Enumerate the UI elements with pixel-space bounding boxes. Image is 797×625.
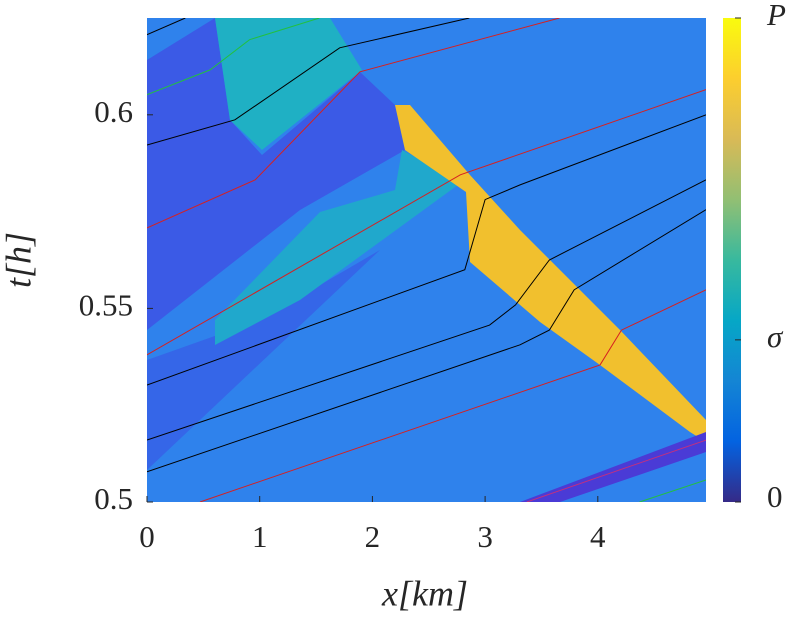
trajectories [147,18,706,502]
colorbar-tick-label: P [766,0,786,32]
trajectory [147,18,470,146]
colorbar-tick-label: 0 [767,479,783,514]
trajectory [147,18,320,96]
x-tick-label: 2 [365,519,381,554]
heatmap-region [215,150,462,345]
x-tick-label: 1 [252,519,268,554]
trajectory [147,18,560,229]
y-tick-label: 0.5 [94,481,133,516]
x-tick-label: 0 [139,519,155,554]
trajectory [147,209,706,473]
heatmap-region [215,18,362,150]
y-axis-label: t[h] [0,232,38,288]
trajectory [639,479,706,502]
trajectory [147,179,706,441]
colorbar-tick-label: σ [767,319,784,354]
x-tick-label: 4 [590,519,606,554]
x-axis-label: x[km] [381,573,468,613]
x-tick-label: 3 [477,519,493,554]
trajectory [147,114,706,386]
trajectory [147,89,706,356]
heatmap-region [395,105,706,442]
trajectory [147,18,186,36]
heatmap-region [147,250,380,470]
y-tick-label: 0.55 [79,288,133,323]
trajectory [199,289,706,502]
heatmap-region [147,18,405,330]
colorbar [723,18,741,502]
y-tick-label: 0.6 [94,94,133,129]
heatmap [147,18,706,502]
trajectory [526,439,706,502]
heatmap-region [520,432,706,502]
